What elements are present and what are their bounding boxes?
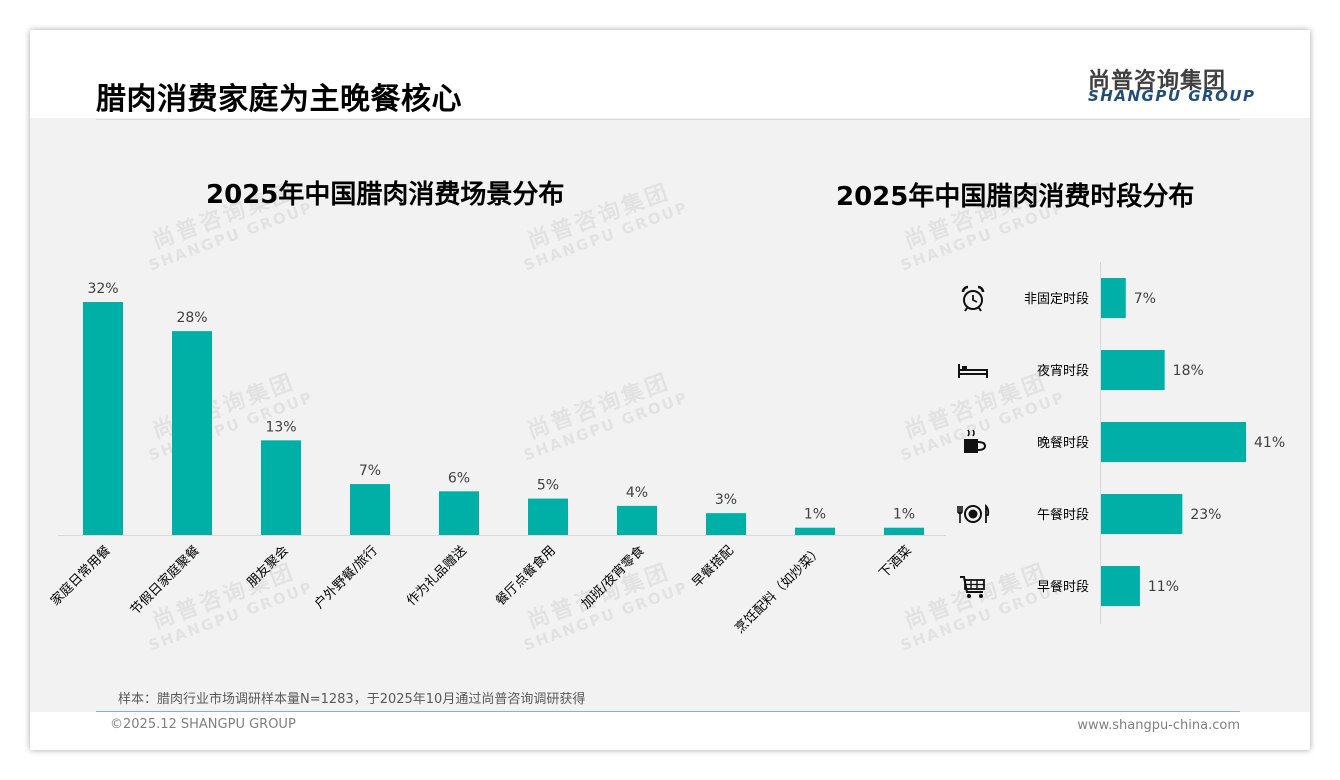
scenario-category-label: 烹饪配料（如炒菜） — [732, 543, 826, 637]
alarm-clock-icon — [961, 285, 985, 312]
footer-band — [30, 712, 1310, 750]
scenario-bar — [617, 505, 657, 535]
timeslot-data-label: 41% — [1254, 435, 1285, 451]
timeslot-category-label: 晚餐时段 — [1037, 435, 1089, 451]
copyright-text: ©2025.12 SHANGPU GROUP — [110, 717, 296, 732]
timeslot-data-label: 18% — [1173, 363, 1204, 379]
scenario-data-label: 28% — [176, 310, 207, 326]
page-title: 腊肉消费家庭为主晚餐核心 — [96, 82, 462, 117]
scenario-category-label: 朋友聚会 — [244, 543, 292, 591]
scenario-bar — [795, 527, 835, 535]
timeslot-bar — [1101, 350, 1165, 390]
scenario-data-label: 4% — [626, 485, 648, 501]
plate-cutlery-icon — [957, 503, 990, 523]
scenario-bar — [528, 498, 568, 535]
scenario-bar — [350, 484, 390, 535]
timeslot-data-label: 11% — [1148, 579, 1179, 595]
sample-note: 样本：腊肉行业市场调研样本量N=1283，于2025年10月通过尚普咨询调研获得 — [118, 692, 586, 707]
logo-text-cn: 尚普咨询集团 — [1088, 69, 1227, 94]
scenario-data-label: 1% — [893, 507, 915, 523]
scenario-chart-title: 2025年中国腊肉消费场景分布 — [206, 180, 565, 210]
timeslot-chart-title: 2025年中国腊肉消费时段分布 — [836, 182, 1195, 212]
scenario-data-label: 3% — [715, 492, 737, 508]
timeslot-bar — [1101, 422, 1246, 462]
scenario-bar — [261, 440, 301, 535]
footer-divider — [96, 711, 1240, 712]
scenario-data-label: 13% — [265, 419, 296, 435]
scenario-category-label: 早餐搭配 — [689, 543, 737, 591]
scenario-category-label: 作为礼品赠送 — [403, 543, 469, 609]
scenario-bar — [706, 513, 746, 535]
scenario-bar — [884, 527, 924, 535]
slide: 腊肉消费家庭为主晚餐核心 尚普咨询集团 SHANGPU GROUP 尚普咨询集团… — [30, 30, 1310, 750]
timeslot-bar — [1101, 566, 1140, 606]
title-divider — [96, 119, 1240, 120]
scenario-category-label: 下酒菜 — [877, 543, 915, 581]
scenario-data-label: 5% — [537, 478, 559, 494]
scenario-bar — [172, 331, 212, 535]
scenario-category-label: 餐厅点餐食用 — [492, 543, 558, 609]
scenario-category-label: 户外野餐/旅行 — [311, 543, 381, 613]
timeslot-data-label: 23% — [1190, 507, 1221, 523]
scenario-category-label: 加班/夜宵零食 — [578, 543, 648, 613]
timeslot-data-label: 7% — [1134, 291, 1156, 307]
charts-canvas: 32% 家庭日常用餐 28% 节假日家庭聚餐 13% 朋友聚会 7% 户外野餐/旅行 6% 作为礼… — [47, 262, 1285, 637]
timeslot-category-label: 夜宵时段 — [1037, 363, 1089, 379]
website-link[interactable]: www.shangpu-china.com — [1077, 718, 1240, 733]
timeslot-category-label: 早餐时段 — [1037, 579, 1089, 595]
timeslot-bar — [1101, 278, 1126, 318]
scenario-bar — [439, 491, 479, 535]
timeslot-bar — [1101, 494, 1183, 534]
scenario-category-label: 节假日家庭聚餐 — [127, 543, 203, 619]
scenario-data-label: 7% — [359, 463, 381, 479]
logo-text-en: SHANGPU GROUP — [1088, 87, 1256, 105]
shopping-cart-icon — [960, 576, 985, 598]
scenario-data-label: 6% — [448, 470, 470, 486]
scenario-data-label: 1% — [804, 507, 826, 523]
scenario-category-label: 家庭日常用餐 — [47, 543, 113, 609]
scenario-bar — [83, 302, 123, 535]
scenario-data-label: 32% — [87, 281, 118, 297]
bed-icon — [958, 364, 988, 378]
coffee-cup-icon — [964, 429, 987, 453]
timeslot-category-label: 午餐时段 — [1037, 507, 1089, 523]
timeslot-category-label: 非固定时段 — [1024, 292, 1089, 307]
header-band — [30, 30, 1310, 118]
